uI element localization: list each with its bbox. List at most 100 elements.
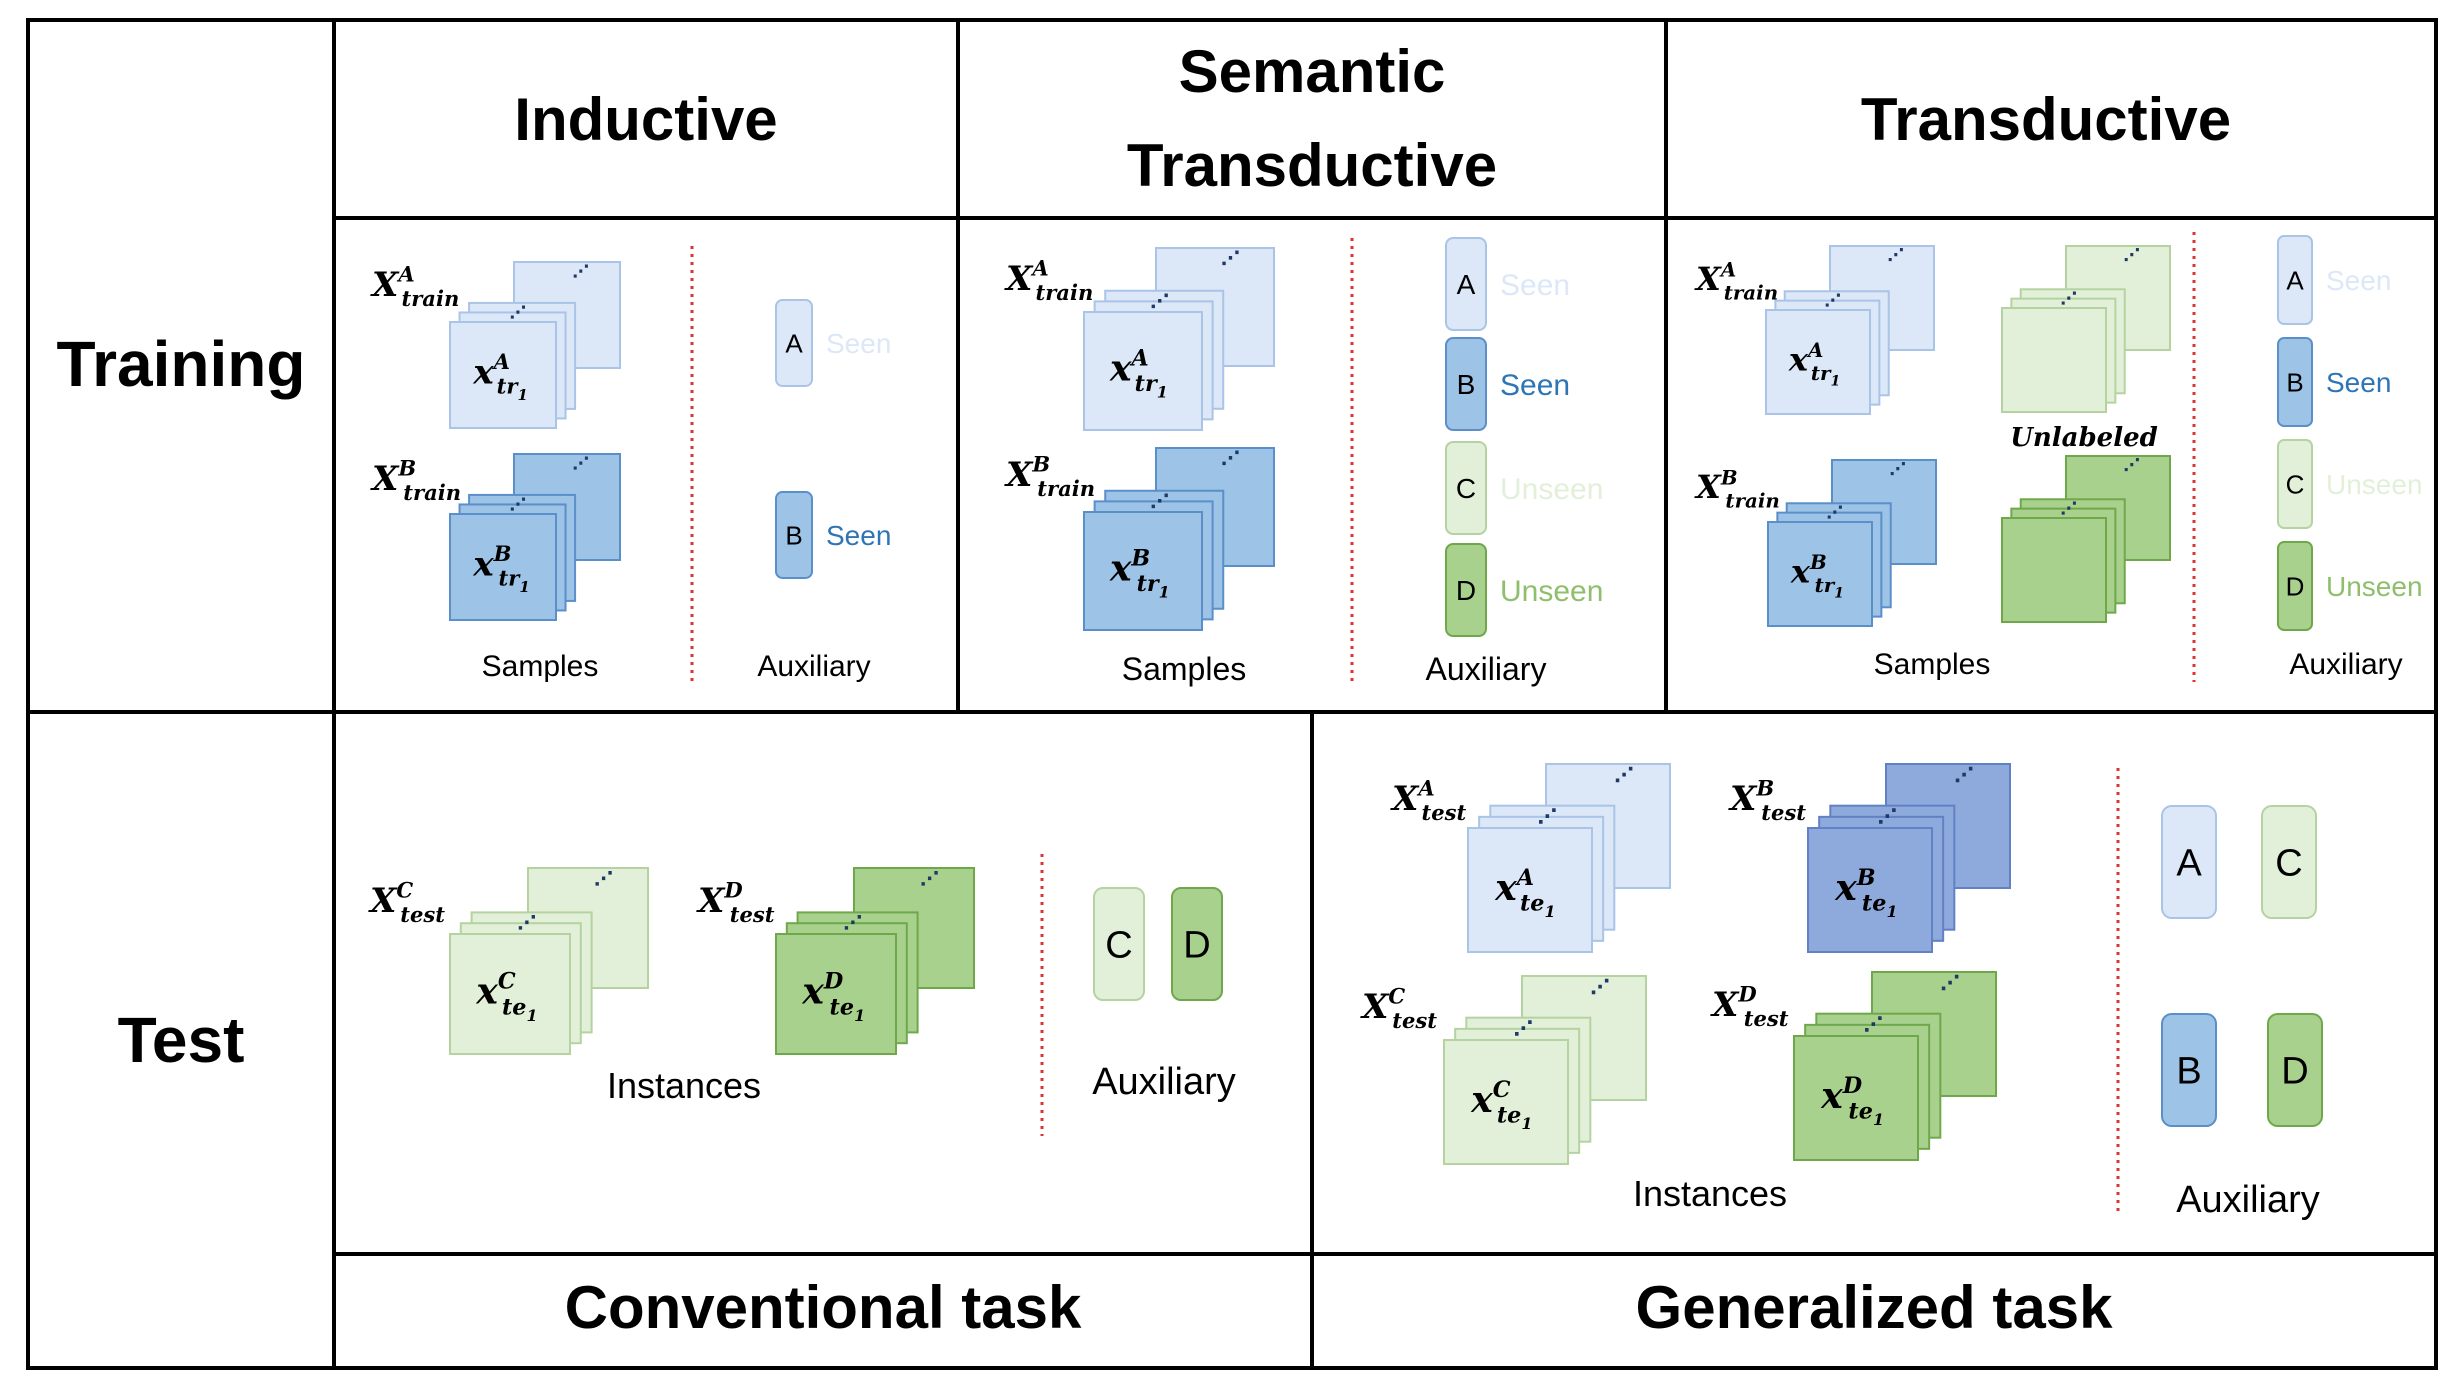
inductive-stack-a-dots-mid: ⋰ (509, 303, 526, 322)
generalized-stack-b-front-symbol-text: xB te1 (1834, 865, 1897, 921)
conventional-pill-c-box (1093, 887, 1145, 1001)
semantic-pill-c-status: Unseen (1500, 473, 1603, 506)
inductive-stack-a-front-symbol: xA tr1 (472, 349, 528, 404)
conventional-stack-c-set-symbol: XC test (368, 878, 445, 927)
samples-label-inductive: Samples (482, 650, 599, 683)
generalized-pill-b-letter: B (2176, 1051, 2201, 1093)
semantic-pill-a: A Seen (1445, 237, 1570, 331)
samples-label-semantic: Samples (1122, 651, 1247, 687)
transductive-pill-d: D Unseen (2277, 541, 2423, 631)
conventional-stack-c-front-symbol-text: xC te1 (475, 968, 537, 1024)
generalized-stack-b-sheet-4 (1807, 827, 1933, 953)
semantic-stack-b-dots-back: ⋰ (1221, 449, 1240, 470)
semantic-stack-b-set-symbol: XB train (1004, 452, 1095, 501)
transductive-pill-b-letter: B (2286, 367, 2303, 397)
instances-label-generalized: Instances (1633, 1173, 1787, 1214)
auxiliary-label-inductive: Auxiliary (757, 650, 870, 683)
generalized-pill-a-letter: A (2176, 843, 2202, 885)
transductive-stack-a-set-symbol-text: XA train (1694, 258, 1778, 305)
generalized-stack-c-dots-back: ⋰ (1590, 976, 1610, 998)
transductive-pill-b-status: Seen (2326, 367, 2391, 398)
conventional-stack-d-set-symbol: XD test (696, 878, 775, 927)
transductive-stack-b-set-symbol-text: XB train (1694, 466, 1780, 513)
column-header-transductive: Transductive (1861, 86, 2231, 153)
conventional-stack-c-dots-back: ⋰ (594, 869, 613, 890)
unlabeled-stack-green-mid-sheet-4 (2001, 517, 2107, 623)
generalized-pill-c-letter: C (2275, 843, 2302, 885)
conventional-stack-c: ⋰ ⋰ xC te1 XC test (368, 867, 649, 1055)
semantic-pill-b-letter: B (1457, 369, 1476, 400)
transductive-stack-b-front-symbol: xB tr1 (1790, 550, 1844, 602)
generalized-stack-a-front-symbol: xA te1 (1494, 865, 1555, 921)
semantic-stack-b-sheet-4 (1083, 511, 1203, 631)
conventional-pill-c-letter: C (1105, 925, 1132, 967)
generalized-stack-c-dots-mid: ⋰ (1513, 1018, 1533, 1040)
inductive-pill-b: B Seen (775, 491, 891, 579)
generalized-stack-b-front-symbol: xB te1 (1834, 865, 1897, 921)
generalized-stack-b-dots-mid: ⋰ (1877, 806, 1897, 828)
generalized-stack-a-dots-mid: ⋰ (1537, 806, 1557, 828)
semantic-pill-b: B Seen (1445, 337, 1570, 431)
semantic-pill-b-box (1445, 337, 1487, 431)
transductive-stack-a-front-symbol-text: xA tr1 (1788, 338, 1840, 390)
conventional-stack-c-front-symbol: xC te1 (475, 968, 537, 1024)
transductive-stack-a-sheet-4 (1765, 309, 1871, 415)
inductive-stack-a: ⋰ ⋰ xA tr1 XA train (370, 261, 621, 429)
transductive-stack-b-set-symbol: XB train (1694, 466, 1780, 513)
semantic-pill-a-status: Seen (1500, 269, 1570, 302)
conventional-stack-d: ⋰ ⋰ xD te1 XD test (696, 867, 975, 1055)
generalized-pill-c-box (2261, 805, 2317, 919)
generalized-stack-a-dots-back: ⋰ (1614, 764, 1634, 786)
conventional-stack-d-sheet-4 (775, 933, 897, 1055)
generalized-pill-a-box (2161, 805, 2217, 919)
inductive-stack-b-front-symbol-text: xB tr1 (472, 541, 529, 596)
unlabeled-stack-green-mid-dots-mid: ⋰ (2060, 499, 2077, 518)
generalized-pill-b-box (2161, 1013, 2217, 1127)
generalized-stack-b-dots-back: ⋰ (1954, 764, 1974, 786)
unlabeled-stack-green-light-dots-back: ⋰ (2123, 246, 2140, 265)
generalized-stack-c-sheet-4 (1443, 1039, 1569, 1165)
generalized-pill-b: B (2161, 1013, 2217, 1127)
task-label-conventional: Conventional task (565, 1274, 1082, 1341)
conventional-pill-d-box (1171, 887, 1223, 1001)
generalized-stack-a-set-symbol-text: XA test (1390, 776, 1466, 825)
semantic-stack-b-set-symbol-text: XB train (1004, 452, 1095, 501)
auxiliary-label-conventional: Auxiliary (1092, 1061, 1236, 1103)
table-grid (26, 18, 2438, 1370)
transductive-pill-c: C Unseen (2277, 439, 2423, 529)
transductive-pill-a-status: Seen (2326, 265, 2391, 296)
inductive-stack-a-sheet-4 (449, 321, 557, 429)
generalized-stack-d-front-symbol: xD te1 (1820, 1073, 1884, 1129)
generalized-stack-c-front-symbol-text: xC te1 (1470, 1077, 1532, 1133)
conventional-pill-d-letter: D (1183, 925, 1210, 967)
transductive-stack-b-sheet-4 (1767, 521, 1873, 627)
dividers (690, 232, 2196, 1216)
conventional-pill-c: C (1093, 887, 1145, 1001)
generalized-stack-c-front-symbol: xC te1 (1470, 1077, 1532, 1133)
inductive-stack-b-set-symbol-text: XB train (370, 456, 461, 505)
semantic-stack-b-front-symbol: xB tr1 (1109, 545, 1170, 601)
inductive-stack-a-set-symbol: XA train (370, 262, 459, 311)
generalized-stack-d-front-symbol-text: xD te1 (1820, 1073, 1884, 1129)
conventional-stack-d-dots-mid: ⋰ (843, 913, 862, 934)
conventional-stack-d-front-symbol: xD te1 (801, 968, 865, 1024)
semantic-pill-d-status: Unseen (1500, 575, 1603, 608)
generalized-stack-a-front-symbol-text: xA te1 (1494, 865, 1555, 921)
transductive-stack-a-dots-mid: ⋰ (1824, 291, 1841, 310)
inductive-stack-a-dots-back: ⋰ (572, 262, 589, 281)
generalized-stack-a-set-symbol: XA test (1390, 776, 1466, 825)
generalized-stack-a-sheet-4 (1467, 827, 1593, 953)
row-header-training: Training (57, 328, 306, 400)
generalized-stack-d-set-symbol: XD test (1710, 982, 1789, 1031)
inductive-pill-b-box (775, 491, 813, 579)
transductive-stack-a-front-symbol: xA tr1 (1788, 338, 1840, 390)
inductive-pill-b-letter: B (785, 520, 802, 550)
conventional-stack-d-set-symbol-text: XD test (696, 878, 775, 927)
transductive-pill-d-letter: D (2286, 571, 2305, 601)
task-label-generalized: Generalized task (1636, 1274, 2114, 1341)
transductive-stack-b-dots-mid: ⋰ (1826, 503, 1843, 522)
transductive-stack-b-front-symbol-text: xB tr1 (1790, 550, 1844, 602)
conventional-pill-d: D (1171, 887, 1223, 1001)
